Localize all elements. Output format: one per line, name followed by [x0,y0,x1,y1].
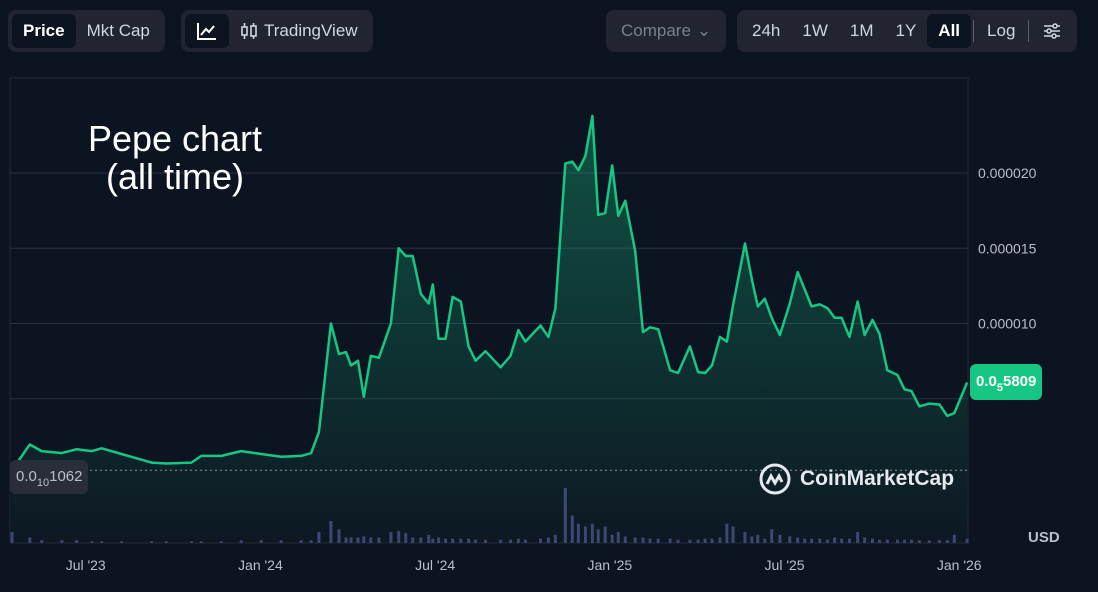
currency-label: USD [1028,529,1060,546]
price-line [10,114,969,471]
tradingview-button[interactable]: TradingView [229,14,369,48]
range-1w[interactable]: 1W [802,21,828,40]
range-1m[interactable]: 1M [849,21,874,40]
line-chart-icon [197,23,216,40]
y-tick-label: 0.000020 [978,165,1037,181]
annotation-line-1: Pepe chart [87,118,263,159]
x-tick-label: Jul '25 [765,557,805,573]
volume-bar [965,538,969,543]
annotation-line-2: (all time) [105,156,244,197]
compare-dropdown[interactable]: Compare ⌄ [606,10,726,52]
x-tick-label: Jan '25 [587,557,632,573]
range-all[interactable]: All [927,14,972,48]
range-24h[interactable]: 24h [752,21,781,40]
current-price-badge: 0.055809 [970,364,1043,400]
range-toggle: 24h 1W 1M 1Y All Log [737,10,1078,52]
divider [973,20,975,42]
x-tick-label: Jan '24 [238,557,283,573]
watermark-text: CoinMarketCap [800,467,955,490]
x-tick-label: Jul '24 [415,557,455,573]
coinmarketcap-watermark: CoinMarketCap [758,462,954,496]
x-tick-label: Jul '23 [66,557,106,573]
x-tick-label: Jan '26 [937,557,982,573]
metric-toggle: Price Mkt Cap [8,10,165,52]
divider [1028,20,1030,42]
settings-button[interactable] [1031,14,1073,48]
line-chart-button[interactable] [185,14,229,48]
y-tick-label: 0.000015 [978,240,1037,256]
chart-annotation: Pepe chart (all time) [84,120,266,196]
range-1y[interactable]: 1Y [895,21,917,40]
tradingview-label: TradingView [264,21,358,40]
price-tab[interactable]: Price [12,14,76,48]
chart-type-toggle: TradingView [181,10,373,52]
candlestick-icon [241,23,257,39]
compare-label: Compare ⌄ [610,14,722,48]
y-tick-label: 0.000010 [978,316,1037,332]
compare-text: Compare [621,21,691,40]
chevron-down-icon: ⌄ [696,21,712,40]
log-toggle[interactable]: Log [987,21,1016,40]
price-area [12,115,968,544]
mkt-cap-tab[interactable]: Mkt Cap [86,21,150,40]
low-price-badge: 0.0101062 [10,460,89,494]
sliders-icon [1044,23,1061,39]
coinmarketcap-logo-icon [759,463,791,495]
